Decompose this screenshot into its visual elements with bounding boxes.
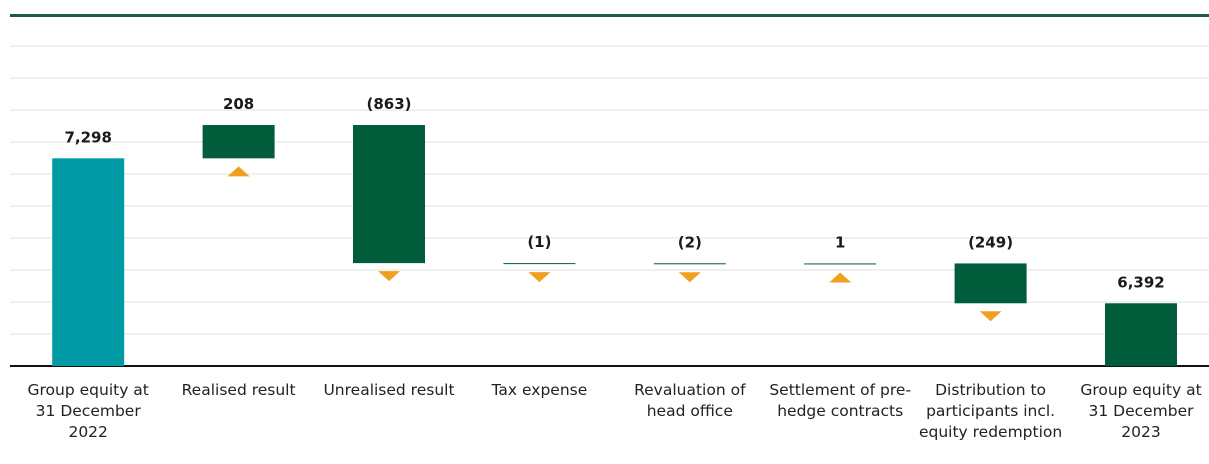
value-label: (1) bbox=[527, 233, 551, 251]
direction-arrow bbox=[528, 272, 551, 283]
value-label: 7,298 bbox=[64, 128, 111, 146]
value-label: 208 bbox=[223, 95, 254, 113]
x-tick-label: Realised result bbox=[181, 381, 296, 399]
x-tick-label: Group equity at 31 December 2023 bbox=[1080, 381, 1202, 441]
direction-arrow bbox=[829, 272, 852, 283]
value-label: (249) bbox=[968, 233, 1013, 251]
bar bbox=[804, 263, 877, 265]
x-tick-label: Unrealised result bbox=[323, 381, 455, 399]
bar bbox=[954, 263, 1027, 304]
bar bbox=[1105, 303, 1177, 366]
direction-arrow bbox=[678, 272, 701, 283]
value-label: 1 bbox=[835, 233, 845, 251]
value-label: 6,392 bbox=[1117, 273, 1164, 291]
bar bbox=[353, 125, 425, 264]
x-tick-label: Distribution to participants incl. equit… bbox=[918, 381, 1063, 441]
bar bbox=[52, 158, 125, 366]
bar bbox=[503, 263, 576, 265]
bar bbox=[202, 125, 275, 159]
x-tick-label: Revaluation of head office bbox=[634, 381, 746, 420]
x-tick-label: Group equity at 31 December 2022 bbox=[27, 381, 149, 441]
direction-arrow bbox=[378, 271, 400, 282]
x-tick-label: Settlement of pre-hedge contracts bbox=[769, 381, 912, 420]
x-tick-label: Tax expense bbox=[491, 381, 588, 399]
direction-arrow bbox=[979, 311, 1002, 322]
direction-arrow bbox=[227, 166, 250, 177]
value-label: (2) bbox=[678, 233, 702, 251]
bar bbox=[653, 263, 726, 265]
value-label: (863) bbox=[366, 95, 411, 113]
